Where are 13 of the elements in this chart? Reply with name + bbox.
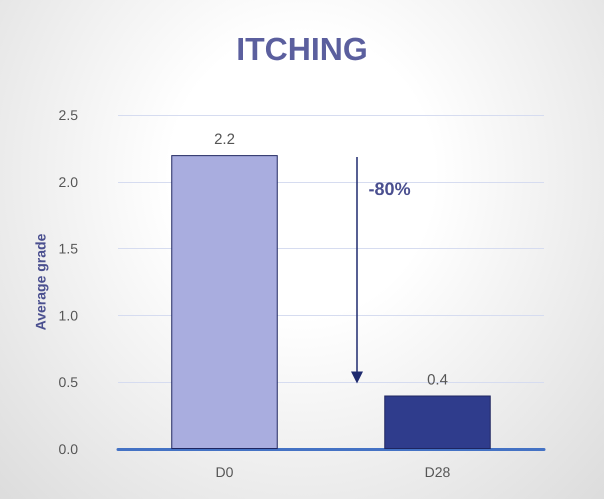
y-tick-label: 0.5: [58, 374, 78, 390]
y-tick-label: 0.0: [58, 441, 78, 457]
y-tick-label: 2.0: [58, 174, 78, 190]
y-tick-label: 1.5: [58, 240, 78, 257]
x-tick-label: D0: [216, 464, 234, 480]
data-label: 2.2: [214, 131, 235, 148]
y-tick-label: 1.0: [58, 307, 78, 324]
data-label: 0.4: [427, 372, 448, 389]
y-axis-title: Average grade: [32, 233, 49, 330]
y-tick-label: 2.5: [58, 107, 78, 123]
chart-title: ITCHING: [236, 31, 368, 67]
x-tick-label: D28: [424, 464, 451, 480]
annotation: -80%: [368, 179, 411, 200]
